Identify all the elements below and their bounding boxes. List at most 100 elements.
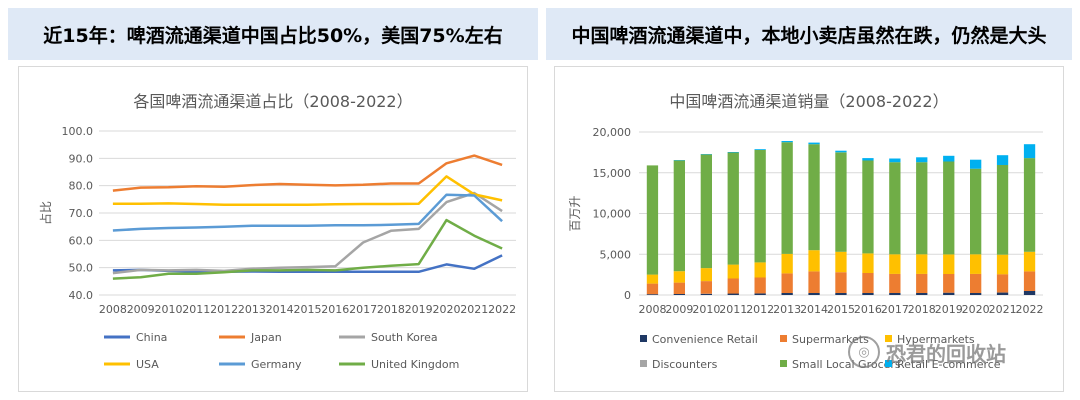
legend-swatch [780,335,787,342]
bar-segment-hypermarkets [1023,251,1036,272]
bar-segment-convenience-retail [754,293,766,295]
bar-segment-retail-e-commerce [754,149,766,150]
legend-label: South Korea [371,331,438,344]
bar-segment-convenience-retail [970,293,982,295]
bar-segment-small-local-grocers [970,168,982,255]
bar-segment-small-local-grocers [862,160,874,254]
bar-segment-supermarkets [996,274,1009,293]
bar-segment-supermarkets [754,277,766,294]
watermark: ◎ 恐君的回收站 [848,336,1006,368]
bar-segment-hypermarkets [673,271,685,283]
legend-label: USA [136,358,159,371]
legend-label: Retail E-commerce [897,358,1001,371]
right-panel-title: 中国啤酒流通渠道中，本地小卖店虽然在跌，仍然是大头 [546,8,1072,60]
bar-segment-supermarkets [835,272,847,293]
x-tick-label: 2011 [719,303,747,316]
bar-segment-small-local-grocers [996,165,1009,255]
bar-segment-hypermarkets [996,254,1009,275]
legend-label: Hypermarkets [897,333,975,346]
bar-segment-convenience-retail [781,293,793,295]
bar-segment-hypermarkets [646,274,659,284]
bar-segment-retail-e-commerce [808,142,820,145]
x-tick-label: 2012 [210,303,238,316]
y-tick-label: 0 [624,289,631,302]
x-tick-label: 2019 [405,303,433,316]
bar-segment-convenience-retail [1023,290,1036,295]
bar-segment-small-local-grocers [835,152,847,252]
x-tick-label: 2016 [854,303,882,316]
bar-chart-card: 中国啤酒流通渠道销量（2008-2022） 0 5,000 10,000 15,000 2… [554,66,1064,392]
bar-segment-hypermarkets [835,251,847,273]
legend-label: Germany [251,358,302,371]
line-chart: 各国啤酒流通渠道占比（2008-2022） 40.0 50.0 60.0 70.0 80.… [38,92,516,371]
bar-segment-hypermarkets [808,250,820,272]
legend-label: Convenience Retail [652,333,758,346]
bar-segment-hypermarkets [862,253,874,273]
bar-segment-retail-e-commerce [727,152,739,153]
y-axis-label: 占比 [38,201,53,225]
bar-segment-hypermarkets [727,264,739,279]
bar-segment-convenience-retail [700,293,712,295]
bar-segment-retail-e-commerce [889,158,901,163]
bar-segment-retail-e-commerce [781,141,793,143]
bar-segment-retail-e-commerce [943,155,955,162]
bar-segment-supermarkets [862,273,874,293]
x-tick-label: 2012 [746,303,774,316]
bar-segment-small-local-grocers [754,149,766,263]
x-tick-label: 2022 [1016,303,1044,316]
legend-label: Discounters [652,358,718,371]
y-tick-label: 60.0 [69,234,94,247]
bar-segment-small-local-grocers [943,161,955,255]
x-tick-label: 2009 [665,303,693,316]
bar-segment-small-local-grocers [700,154,712,269]
bar-segment-small-local-grocers [808,144,820,251]
bar-segment-small-local-grocers [646,165,659,275]
bar-segment-retail-e-commerce [970,159,982,169]
bar-segment-small-local-grocers [916,162,928,255]
x-tick-label: 2020 [433,303,461,316]
x-tick-label: 2018 [908,303,936,316]
x-tick-label: 2021 [460,303,488,316]
line-chart-card: 各国啤酒流通渠道占比（2008-2022） 40.0 50.0 60.0 70.0 80.… [18,66,528,392]
legend-label: Japan [250,331,282,344]
bar-segment-convenience-retail [916,293,928,295]
bar-segment-hypermarkets [754,262,766,278]
legend-swatch [885,335,892,342]
bar-segment-retail-e-commerce [862,158,874,161]
bar-segment-hypermarkets [970,254,982,274]
series-line-south-korea [112,191,503,275]
bar-segment-small-local-grocers [727,152,739,265]
bar-segment-hypermarkets [889,254,901,274]
series-line-japan [112,154,503,192]
y-tick-label: 50.0 [69,262,94,275]
y-tick-label: 10,000 [593,208,632,221]
x-tick-label: 2020 [962,303,990,316]
x-tick-label: 2015 [294,303,322,316]
y-axis-label: 百万升 [568,195,582,231]
bar-segment-supermarkets [646,283,659,295]
legend-label: United Kingdom [371,358,459,371]
bar-segment-convenience-retail [943,292,955,295]
x-tick-label: 2013 [238,303,266,316]
bar-segment-retail-e-commerce [835,150,847,153]
bar-segment-convenience-retail [673,294,685,295]
bar-segment-hypermarkets [700,268,712,282]
bar-segment-supermarkets [970,273,982,293]
watermark-text: 恐君的回收站 [886,341,1006,366]
bar-segment-convenience-retail [808,293,820,295]
x-tick-label: 2018 [377,303,405,316]
bar-segment-convenience-retail [889,293,901,295]
x-tick-label: 2011 [182,303,210,316]
x-tick-label: 2016 [321,303,349,316]
x-tick-label: 2010 [692,303,720,316]
bar-segment-convenience-retail [646,294,659,295]
x-tick-label: 2008 [638,303,666,316]
series-line-usa [112,175,503,207]
bar-segment-convenience-retail [862,293,874,295]
bar-segment-supermarkets [808,271,820,293]
chart-title: 中国啤酒流通渠道销量（2008-2022） [669,92,948,111]
bar-segment-supermarkets [943,274,955,293]
y-tick-label: 100.0 [62,125,94,138]
y-tick-label: 70.0 [69,207,94,220]
y-tick-label: 20,000 [593,126,632,139]
